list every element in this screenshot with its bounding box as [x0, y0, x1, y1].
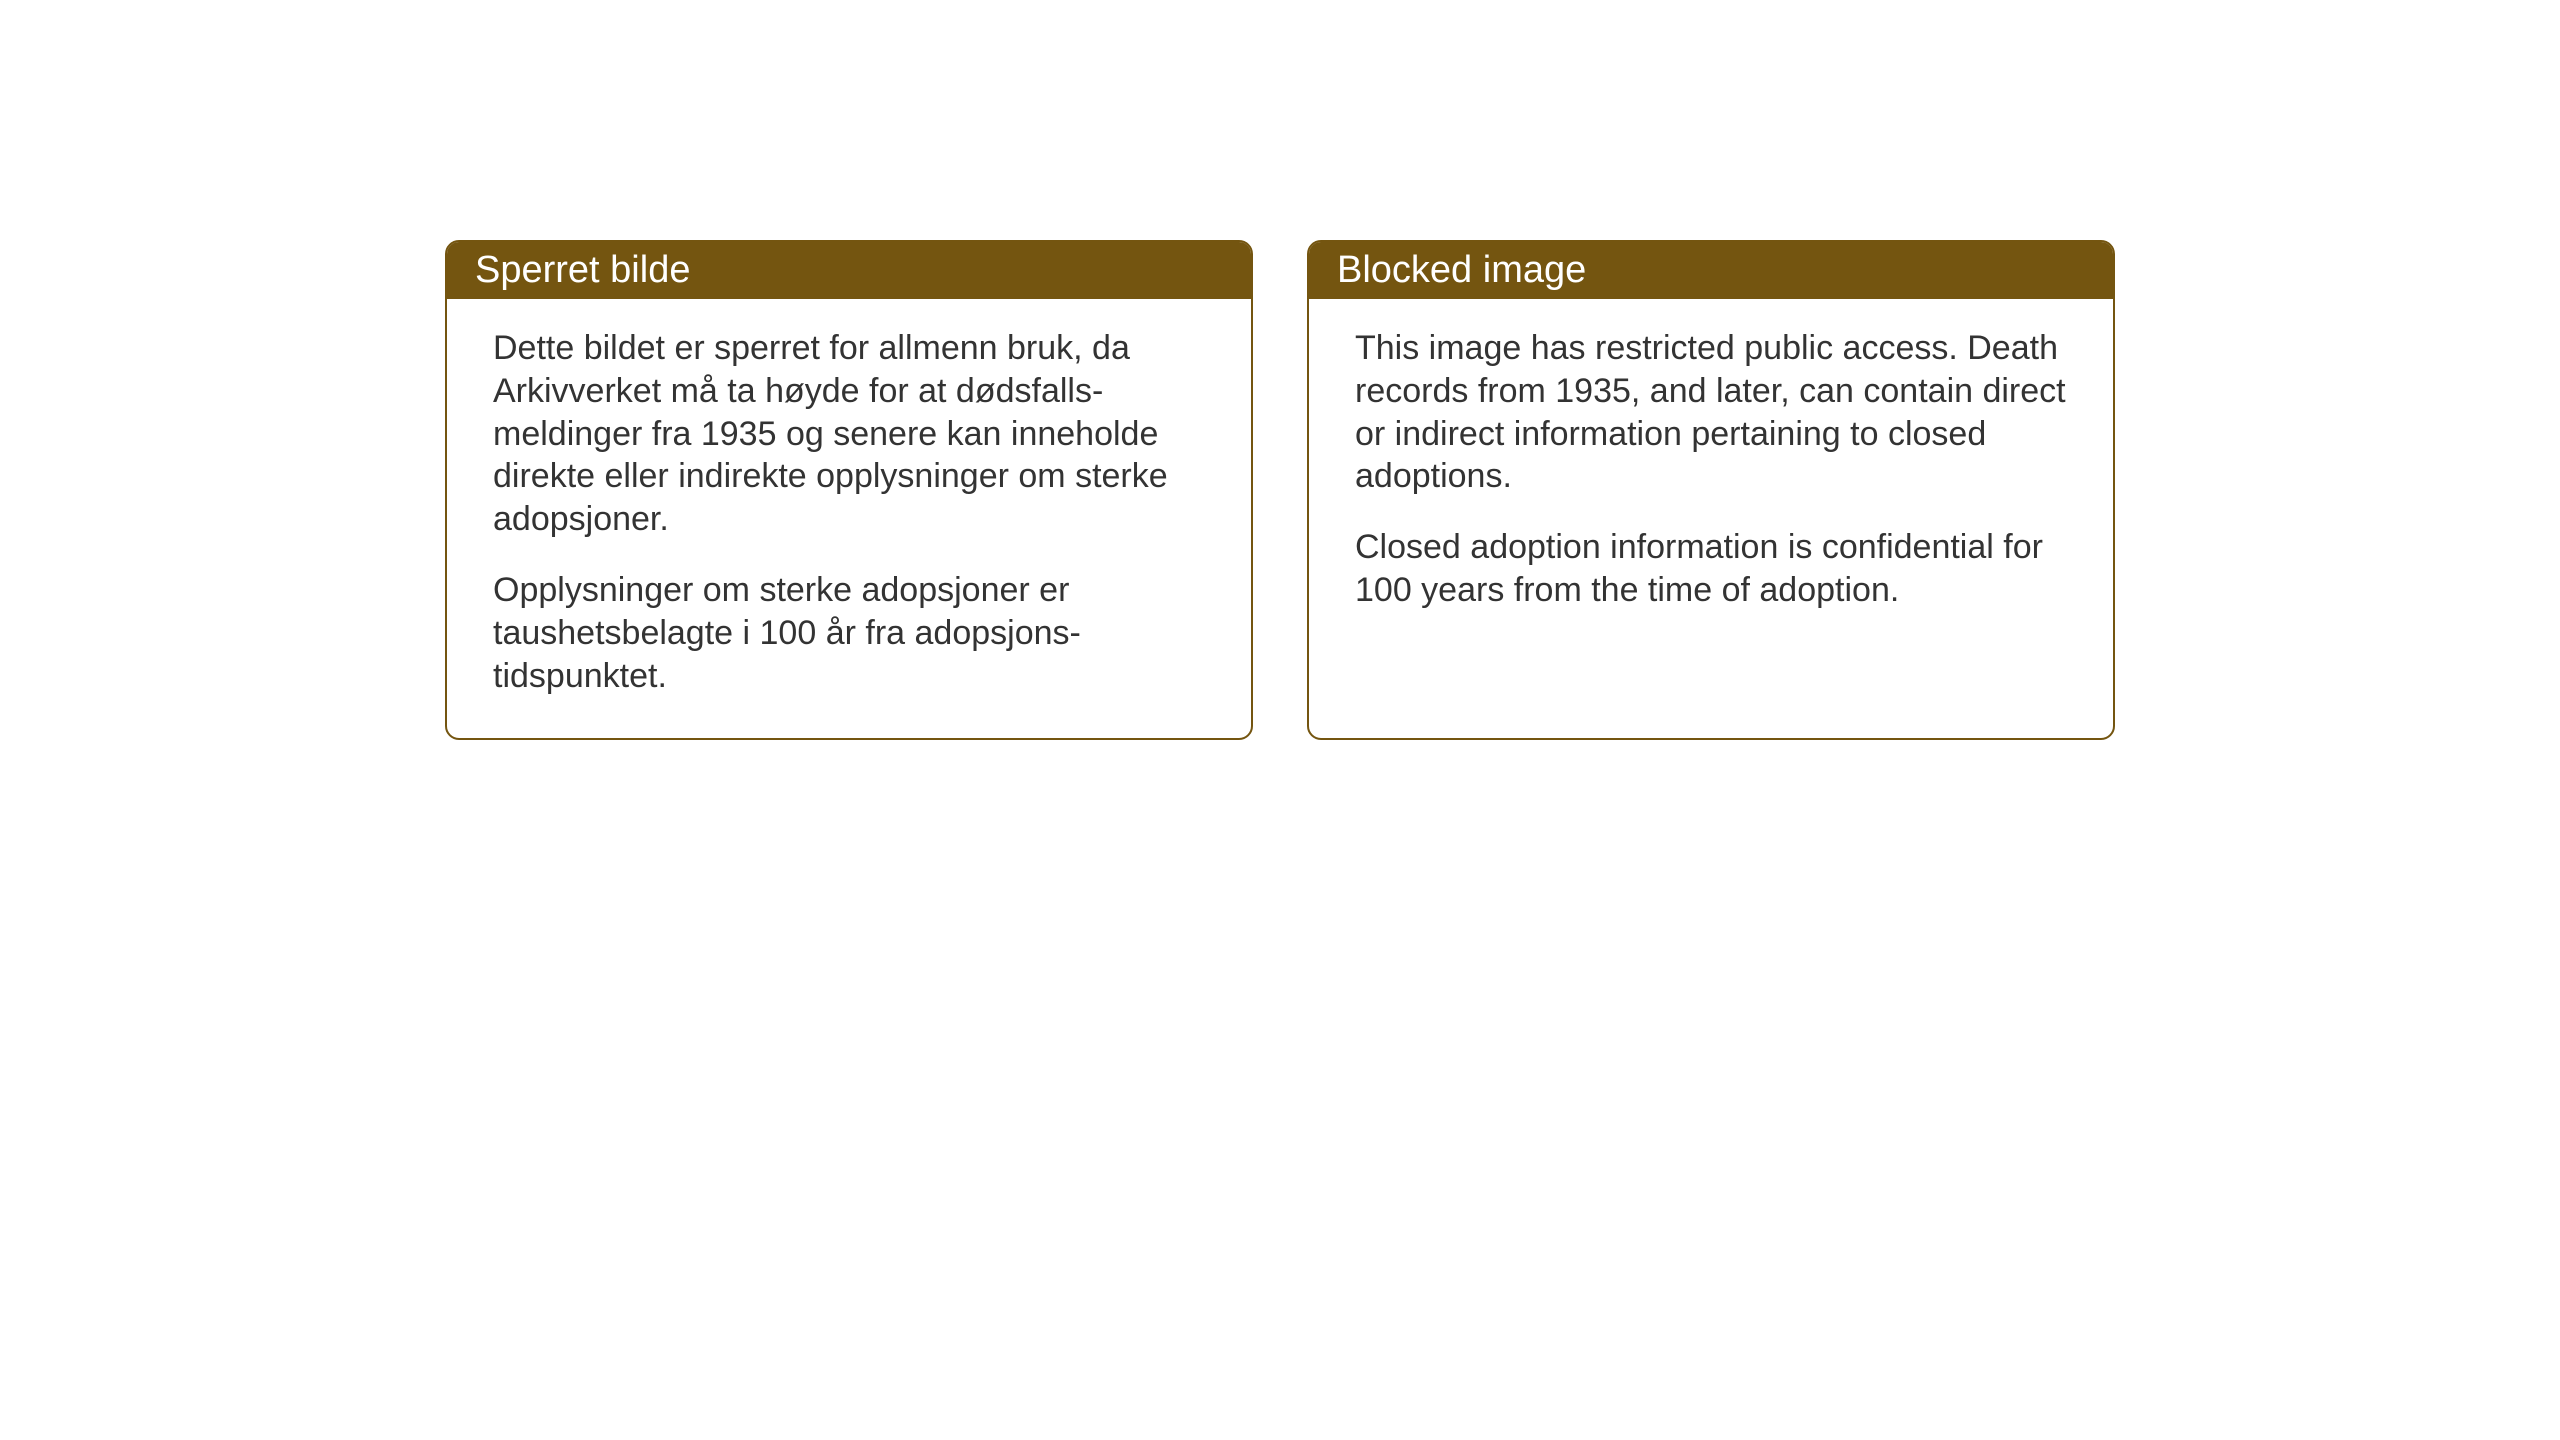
norwegian-card: Sperret bilde Dette bildet er sperret fo… — [445, 240, 1253, 740]
norwegian-paragraph-1: Dette bildet er sperret for allmenn bruk… — [493, 327, 1205, 541]
english-paragraph-1: This image has restricted public access.… — [1355, 327, 2067, 498]
english-card-title: Blocked image — [1309, 242, 2113, 299]
english-card-body: This image has restricted public access.… — [1309, 299, 2113, 652]
cards-container: Sperret bilde Dette bildet er sperret fo… — [445, 240, 2115, 740]
norwegian-paragraph-2: Opplysninger om sterke adopsjoner er tau… — [493, 569, 1205, 697]
norwegian-card-title: Sperret bilde — [447, 242, 1251, 299]
english-card: Blocked image This image has restricted … — [1307, 240, 2115, 740]
norwegian-card-body: Dette bildet er sperret for allmenn bruk… — [447, 299, 1251, 738]
english-paragraph-2: Closed adoption information is confident… — [1355, 526, 2067, 612]
